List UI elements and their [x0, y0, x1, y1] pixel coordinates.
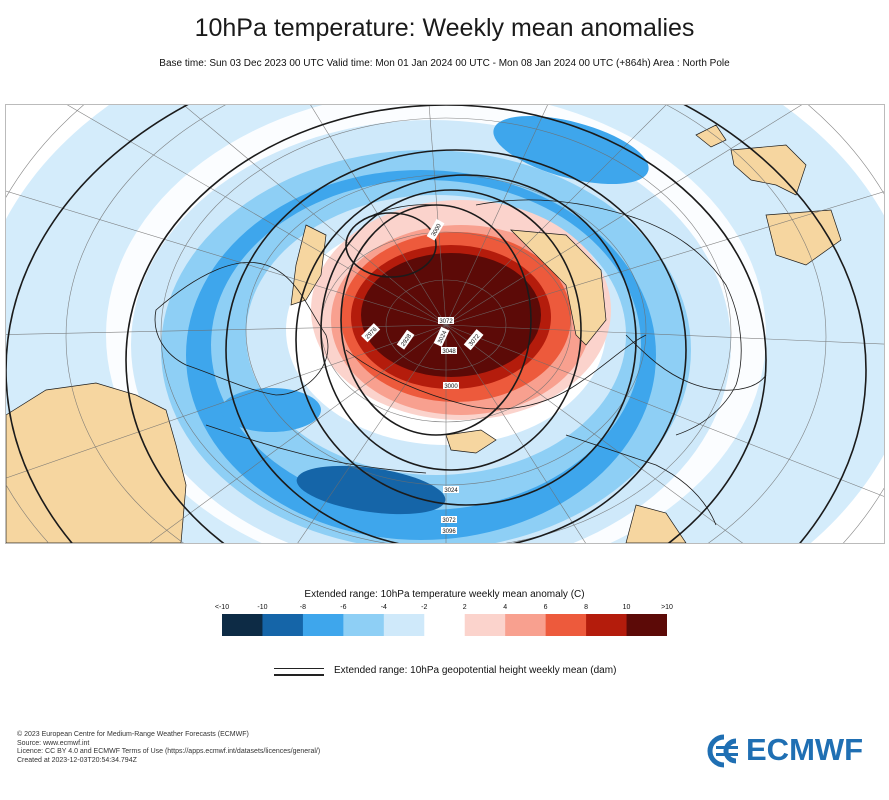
colorbar-tick-label: -6	[340, 604, 347, 611]
contour-label: 3000	[444, 384, 458, 390]
page-title: 10hPa temperature: Weekly mean anomalies	[194, 14, 695, 42]
ecmwf-logo: ECMWF	[706, 732, 876, 768]
ecmwf-logo-icon	[707, 734, 738, 768]
colorbar-segment	[464, 614, 506, 636]
colorbar-tick-label: <-10	[214, 604, 230, 611]
colorbar-segment	[586, 614, 628, 636]
contour-legend-line-thick	[274, 674, 324, 676]
colorbar-tick-label: -8	[299, 604, 307, 611]
colorbar-segment	[545, 614, 587, 636]
contour-label: 3096	[442, 529, 456, 535]
contour-legend-line-thin	[274, 668, 324, 669]
colorbar-tick-label: -2	[421, 604, 428, 611]
colorbar-segment	[262, 614, 304, 636]
colorbar-title: Extended range: 10hPa temperature weekly…	[304, 589, 585, 600]
north-pole-map: 3000 3072 2976 2928 3024 3072 3048 3000 …	[5, 104, 885, 544]
contour-legend: Extended range: 10hPa geopotential heigh…	[274, 665, 694, 681]
colorbar	[222, 614, 667, 636]
colorbar-segment	[383, 614, 425, 636]
anomaly-plus-10-region	[361, 253, 541, 377]
footer-source: Source: www.ecmwf.int	[17, 739, 90, 747]
colorbar-segment	[505, 614, 547, 636]
ecmwf-logo-text: ECMWF	[746, 732, 864, 767]
colorbar-tick-label: >10	[661, 604, 673, 611]
contour-label: 3072	[442, 518, 456, 524]
contour-legend-label: Extended range: 10hPa geopotential heigh…	[334, 665, 617, 676]
colorbar-tick-label: -4	[380, 604, 387, 611]
colorbar-segment	[424, 614, 466, 636]
colorbar-tick-labels: <-10 -10 -8 -6 -4 -2 2 4 6 8 10 >10	[0, 604, 889, 614]
coastlines	[154, 199, 767, 526]
footer-copyright: © 2023 European Centre for Medium-Range …	[17, 731, 249, 738]
footer-credits: © 2023 European Centre for Medium-Range …	[17, 731, 320, 765]
colorbar-tick-label: 2	[462, 604, 467, 611]
page-subtitle: Base time: Sun 03 Dec 2023 00 UTC Valid …	[159, 58, 730, 69]
contour-label: 3048	[442, 349, 456, 355]
colorbar-tick-label: 8	[584, 604, 589, 611]
colorbar-tick-label: 6	[543, 604, 548, 611]
colorbar-tick-label: 4	[503, 604, 508, 611]
colorbar-segment	[626, 614, 667, 636]
footer-created: Created at 2023-12-03T20:54:34.794Z	[17, 756, 137, 764]
colorbar-segment	[302, 614, 344, 636]
colorbar-tick-label: 10	[622, 604, 631, 611]
graticule	[6, 105, 884, 543]
landmasses	[6, 124, 842, 543]
colorbar-tick-label: -10	[257, 604, 268, 611]
anomaly-minus-8-region	[296, 465, 446, 515]
america-west-land	[290, 224, 327, 306]
contour-labels: 3000 3072 2976 2928 3024 3072 3048 3000 …	[361, 218, 484, 535]
colorbar-segment	[222, 614, 263, 636]
contour-label: 3072	[439, 319, 453, 325]
contour-label: 3024	[444, 488, 458, 494]
footer-licence: Licence: CC BY 4.0 and ECMWF Terms of Us…	[17, 748, 321, 755]
map-svg: 3000 3072 2976 2928 3024 3072 3048 3000 …	[6, 105, 884, 543]
geopotential-contours	[6, 105, 867, 543]
contour-label: 3024	[437, 330, 448, 345]
africa-land	[6, 382, 187, 543]
colorbar-segment	[343, 614, 385, 636]
